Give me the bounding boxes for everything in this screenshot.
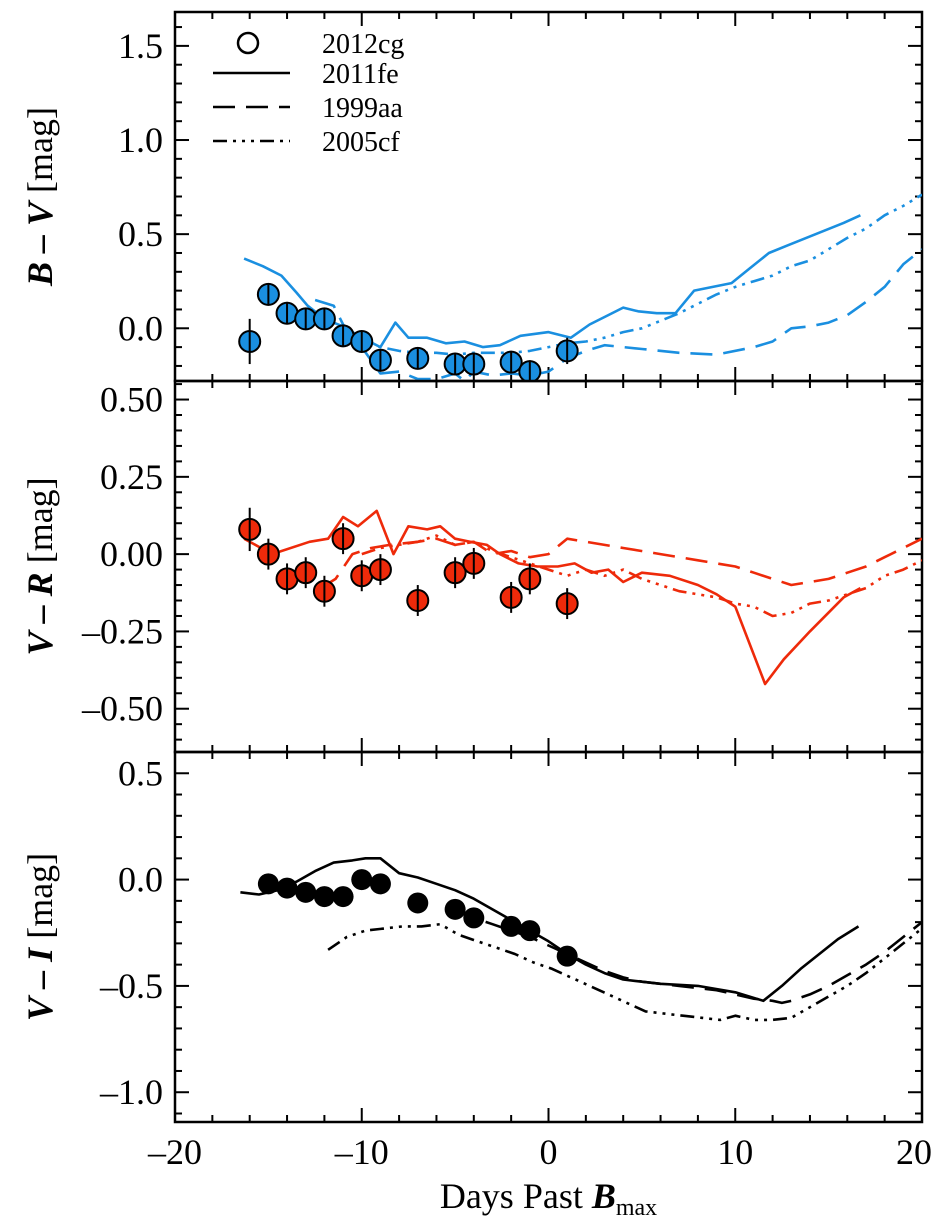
axis-title-part: – <box>20 962 60 998</box>
axis-title-part: I <box>20 946 60 963</box>
data-point <box>295 881 317 903</box>
x-tick-label: 0 <box>540 1132 558 1172</box>
series-line-solid <box>243 214 861 349</box>
y-tick-label: 1.5 <box>118 26 163 66</box>
axis-title-part: – <box>20 226 60 262</box>
y-tick-label: –0.25 <box>81 611 163 651</box>
data-point <box>351 869 373 891</box>
legend-label: 2011fe <box>322 59 399 90</box>
x-tick-label: 10 <box>717 1132 753 1172</box>
legend-marker <box>236 31 260 55</box>
axis-title-part: [mag] <box>20 853 60 948</box>
y-tick-label: –0.50 <box>81 689 163 729</box>
data-point <box>500 915 522 937</box>
axes-frame <box>173 750 924 1124</box>
plot-area <box>238 507 922 686</box>
data-point <box>407 892 429 914</box>
y-axis-title: V – I [mag] <box>20 853 60 1021</box>
axis-title-part: – <box>20 596 60 632</box>
legend-label: 1999aa <box>322 93 403 124</box>
axis-title-part: Days Past <box>440 1176 592 1216</box>
x-tick-label: –10 <box>334 1132 389 1172</box>
axis-title-part: [mag] <box>20 107 60 202</box>
y-axis-title: B – V [mag] <box>20 107 60 287</box>
series-line-dashed <box>314 248 922 381</box>
y-tick-label: 0.0 <box>118 860 163 900</box>
x-tick-label: –20 <box>147 1132 202 1172</box>
axis-title-part: max <box>616 1195 657 1221</box>
panel-bottom: 0.5 0.0 –0.5 –1.0 V – I [mag] –20 –10 0 10 20 Days… <box>20 750 932 1221</box>
axis-title-part: B <box>591 1176 616 1216</box>
legend-label: 2012cg <box>322 29 404 60</box>
data-point <box>519 920 541 942</box>
plot-area <box>238 193 922 381</box>
panel-top: 1.5 1.0 0.5 0.0 B – V [mag] 2012cg2011fe1999a… <box>20 10 924 383</box>
y-tick-label: 0.0 <box>118 308 163 348</box>
x-tick-label: 20 <box>896 1132 932 1172</box>
axis-title-part: V <box>20 994 60 1021</box>
y-tick-label: 0.5 <box>118 753 163 793</box>
series-line-dashdotdotdot <box>327 922 922 1022</box>
axis-title-part: V <box>20 629 60 656</box>
y-tick-label: 0.5 <box>118 214 163 254</box>
y-tick-label: 0.00 <box>100 534 163 574</box>
x-axis-title: Days Past Bmax <box>440 1176 657 1221</box>
series-line-dashed <box>454 908 922 1005</box>
axis-title-part: [mag] <box>20 477 60 572</box>
axes-frame <box>173 10 924 383</box>
series-line-dashdotdotdot <box>361 534 922 618</box>
data-point <box>444 898 466 920</box>
data-point <box>369 873 391 895</box>
data-point <box>313 886 335 908</box>
y-axis-title: V – R [mag] <box>20 477 60 655</box>
y-tick-label: 0.25 <box>100 457 163 497</box>
y-tick-label: 0.50 <box>100 380 163 420</box>
y-tick-label: –1.0 <box>99 1072 163 1112</box>
data-point <box>257 873 279 895</box>
series-line-dashdotdotdot <box>342 193 922 356</box>
y-tick-label: –0.5 <box>99 966 163 1006</box>
axis-title-part: B <box>20 262 60 287</box>
panel-middle: 0.50 0.25 0.00 –0.25 –0.50 V – R [mag] <box>20 380 924 754</box>
data-point <box>556 945 578 967</box>
series-line-solid <box>240 857 860 1003</box>
legend-label: 2005cf <box>322 127 400 158</box>
y-tick-label: 1.0 <box>118 120 163 160</box>
axis-title-part: R <box>20 572 60 597</box>
plot-area <box>240 857 922 1022</box>
series-line-solid <box>243 509 862 686</box>
data-point <box>332 886 354 908</box>
data-point <box>463 907 485 929</box>
data-point <box>276 877 298 899</box>
axis-title-part: V <box>20 199 60 226</box>
